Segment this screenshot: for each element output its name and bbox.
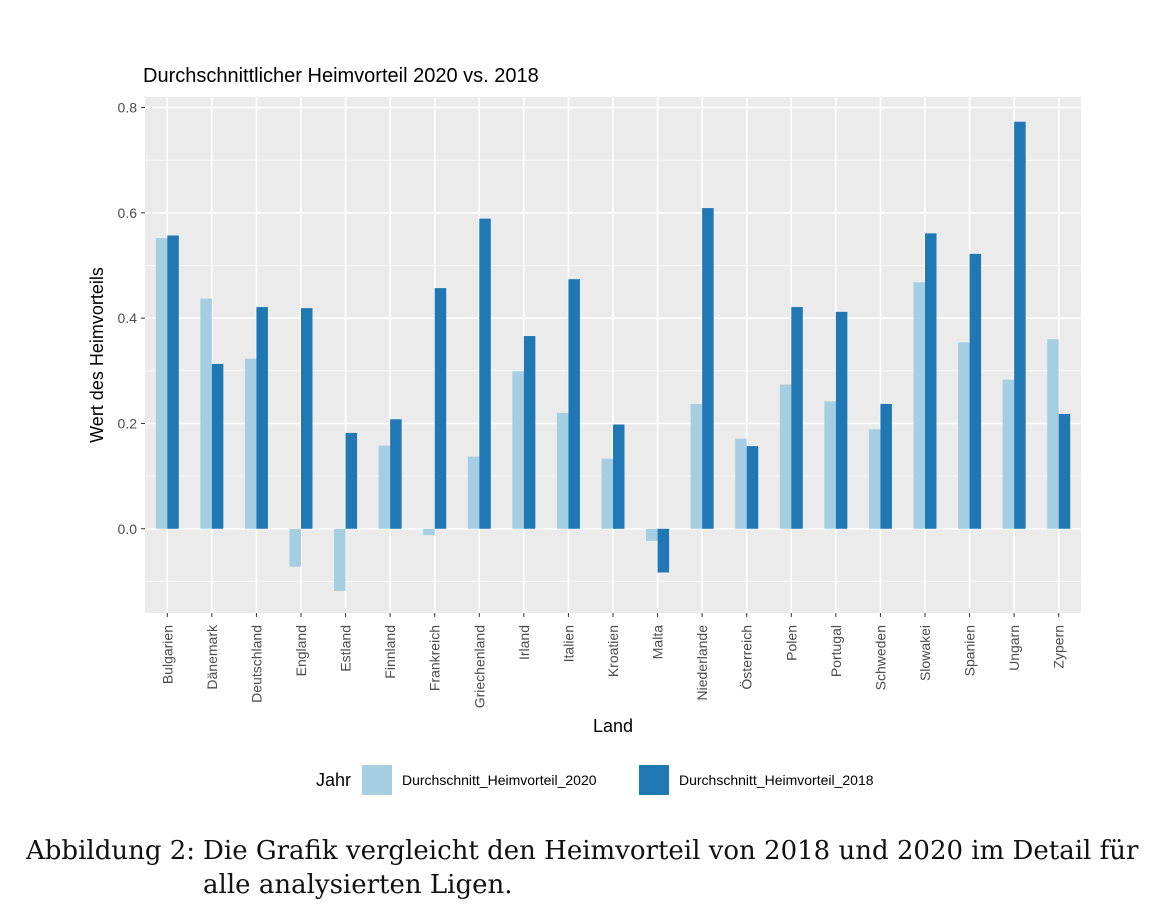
bar-2020-England	[289, 528, 301, 567]
x-tick-label: Bulgarien	[159, 625, 175, 684]
y-axis: 0.0 0.2 0.4 0.6 0.8	[118, 100, 145, 537]
bar-2018-Finnland	[390, 419, 402, 529]
x-tick-label: Portugal	[828, 625, 844, 677]
figure-caption: Abbildung 2: Die Grafik vergleicht den He…	[26, 834, 1156, 902]
x-tick-label: Ungarn	[1006, 625, 1022, 671]
x-tick-label: Dänemark	[204, 624, 220, 690]
bar-2020-Deutschland	[244, 358, 257, 529]
bar-2020-Estland	[334, 528, 346, 591]
bar-2020-Österreich	[735, 438, 747, 529]
x-axis: Bulgarien Dänemark Deutschland England Estla…	[159, 613, 1067, 708]
legend-label-2018: Durchschnitt_Heimvorteil_2018	[679, 772, 874, 788]
bar-2020-Niederlande	[690, 403, 703, 529]
bars	[155, 121, 1071, 591]
x-tick-label: Schweden	[872, 625, 888, 690]
caption-text: Die Grafik vergleicht den Heimvorteil vo…	[203, 836, 1139, 900]
bar-2018-Dänemark	[211, 363, 224, 529]
legend: Jahr Durchschnitt_Heimvorteil_2020 Durch…	[316, 765, 874, 795]
legend-label-2020: Durchschnitt_Heimvorteil_2020	[402, 772, 597, 788]
bar-2020-Slowakei	[913, 282, 925, 529]
bar-2018-Italien	[568, 279, 580, 529]
x-tick-label: Kroatien	[605, 625, 621, 677]
bar-2020-Ungarn	[1002, 379, 1015, 529]
bar-2020-Polen	[779, 384, 792, 529]
bar-2018-Deutschland	[256, 307, 268, 529]
bar-2018-Frankreich	[434, 288, 447, 529]
legend-swatch-2020	[362, 765, 392, 795]
x-tick-label: Frankreich	[427, 625, 443, 691]
bar-2020-Frankreich	[423, 528, 435, 536]
bar-2020-Kroatien	[601, 458, 613, 529]
bar-2020-Irland	[512, 371, 524, 529]
x-tick-label: Polen	[783, 625, 799, 661]
x-tick-label: Griechenland	[471, 625, 487, 708]
bar-2018-Malta	[657, 528, 670, 573]
y-axis-label: Wert des Heimvorteils	[87, 267, 107, 443]
bar-2020-Schweden	[868, 429, 881, 529]
y-tick-label: 0.4	[118, 310, 138, 326]
bar-2020-Portugal	[824, 401, 836, 529]
bar-2018-Estland	[345, 432, 358, 529]
x-tick-label: Niederlande	[694, 625, 710, 701]
x-tick-label: Österreich	[738, 625, 755, 690]
x-tick-label: Slowakei	[917, 625, 933, 681]
legend-swatch-2018	[639, 765, 669, 795]
x-tick-label: Estland	[338, 625, 354, 672]
y-tick-label: 0.8	[118, 100, 138, 116]
bar-2018-Portugal	[835, 311, 848, 529]
bar-2018-Niederlande	[702, 208, 714, 529]
bar-2018-Bulgarien	[167, 235, 179, 529]
x-tick-label: Zypern	[1051, 625, 1067, 669]
bar-2020-Finnland	[378, 445, 391, 529]
bar-2018-Griechenland	[479, 218, 491, 529]
x-tick-label: Italien	[560, 625, 576, 662]
y-tick-label: 0.0	[118, 521, 138, 537]
bar-2018-Polen	[791, 307, 803, 529]
bar-2020-Griechenland	[467, 456, 480, 529]
bar-2020-Italien	[556, 412, 569, 529]
bar-2018-Slowakei	[925, 233, 937, 529]
x-axis-label: Land	[593, 716, 633, 736]
bar-2018-Ungarn	[1014, 121, 1026, 529]
chart: Durchschnittlicher Heimvorteil 2020 vs. …	[87, 65, 1081, 795]
bar-2018-Zypern	[1058, 413, 1071, 529]
x-tick-label: Malta	[650, 625, 666, 659]
x-tick-label: Finnland	[382, 625, 398, 679]
bar-2020-Bulgarien	[155, 238, 168, 529]
x-tick-label: Deutschland	[248, 625, 264, 703]
x-tick-label: Irland	[516, 625, 532, 660]
bar-2018-Österreich	[746, 446, 759, 529]
legend-title: Jahr	[316, 770, 351, 790]
bar-2018-Spanien	[969, 253, 982, 529]
chart-title: Durchschnittlicher Heimvorteil 2020 vs. …	[143, 65, 539, 87]
bar-2020-Spanien	[958, 342, 970, 529]
bar-2018-Irland	[523, 336, 536, 529]
x-tick-label: England	[293, 625, 309, 676]
y-tick-label: 0.6	[118, 205, 138, 221]
caption-label: Abbildung 2:	[26, 836, 196, 866]
bar-2020-Malta	[646, 528, 658, 541]
bar-2020-Dänemark	[200, 298, 212, 529]
bar-2018-Kroatien	[613, 424, 625, 529]
x-tick-label: Spanien	[962, 625, 978, 676]
bar-2018-Schweden	[880, 403, 892, 529]
bar-2020-Zypern	[1047, 339, 1059, 529]
bar-2018-England	[301, 308, 313, 529]
y-tick-label: 0.2	[118, 415, 138, 431]
